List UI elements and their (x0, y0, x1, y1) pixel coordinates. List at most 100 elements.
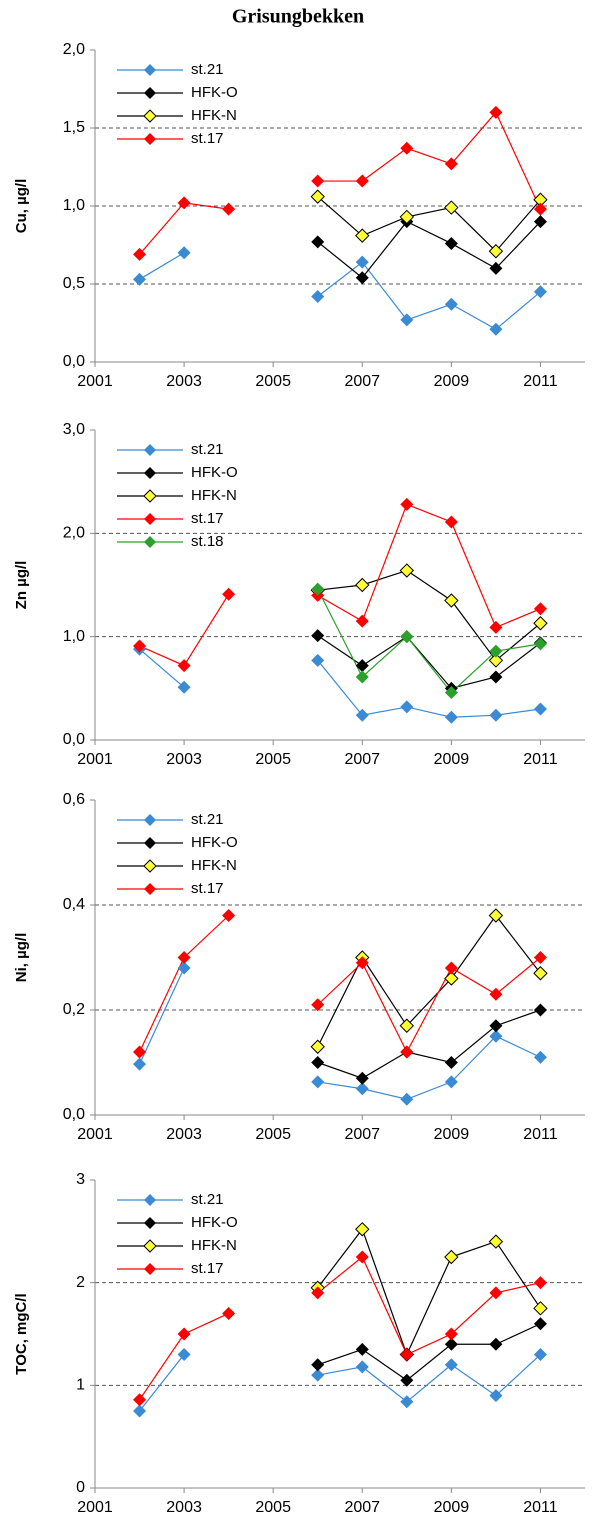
data-point (489, 322, 503, 336)
data-point (444, 1327, 458, 1341)
data-point (311, 629, 325, 643)
data-point (311, 653, 325, 667)
data-point (444, 236, 458, 250)
data-point (222, 587, 236, 601)
data-point (444, 1056, 458, 1069)
x-tick-label: 2007 (344, 1499, 380, 1516)
legend-marker (144, 814, 156, 826)
series-line (139, 1256, 541, 1401)
data-point (533, 1276, 547, 1290)
y-tick-label: 3 (76, 1171, 85, 1188)
x-tick-label: 2003 (166, 1499, 202, 1516)
series-line (139, 915, 541, 1054)
data-point (399, 1018, 415, 1033)
data-point (355, 271, 369, 285)
legend-marker (143, 489, 157, 503)
legend-label: HFK-N (191, 1237, 237, 1254)
y-tick-label: 1,0 (63, 628, 85, 645)
data-point (489, 670, 503, 684)
data-point (311, 582, 325, 596)
data-point (355, 577, 370, 593)
data-point (533, 637, 547, 651)
y-axis-label: Cu, µg/l (13, 179, 30, 233)
panel: TOC, mgC/l 0 1 2 3 2001 2003 2005 2007 2009 2011 st… (13, 1171, 585, 1516)
data-point (355, 174, 369, 188)
legend-label: st.21 (191, 811, 224, 828)
legend-marker (144, 536, 156, 548)
data-point (222, 202, 236, 216)
data-point (444, 1075, 458, 1089)
data-point (489, 1019, 503, 1033)
data-point (444, 1249, 459, 1265)
x-tick-label: 2005 (255, 751, 291, 768)
legend-label: HFK-N (191, 487, 237, 504)
data-point (355, 1222, 370, 1237)
legend-label: st.17 (191, 1260, 224, 1277)
data-point (489, 261, 503, 275)
data-point (133, 1057, 147, 1071)
panel: Ni, µg/l 0,0 0,2 0,4 0,6 2001 2003 2005 2007 2009… (13, 791, 585, 1143)
data-point (133, 247, 147, 261)
data-point (399, 563, 415, 578)
legend-label: HFK-N (191, 107, 237, 124)
data-point (222, 1306, 236, 1320)
data-point (355, 708, 369, 722)
data-point (533, 1050, 547, 1064)
x-tick-label: 2007 (344, 751, 380, 768)
data-point (400, 630, 414, 644)
x-tick-label: 2003 (166, 751, 202, 768)
data-point (444, 297, 458, 311)
series-line (317, 220, 541, 279)
y-tick-label: 0,0 (63, 353, 85, 370)
legend-label: st.17 (191, 880, 224, 897)
data-point (355, 1071, 369, 1085)
y-tick-label: 1,5 (63, 119, 85, 136)
y-axis-label: Zn µg/l (13, 561, 30, 610)
x-tick-label: 2001 (77, 1126, 113, 1143)
data-point (533, 1003, 547, 1017)
data-point (177, 1348, 191, 1362)
y-tick-label: 1 (76, 1377, 85, 1394)
data-point (400, 1092, 414, 1106)
y-tick-label: 3,0 (63, 421, 85, 438)
data-point (533, 602, 547, 616)
data-point (444, 961, 458, 975)
data-point (400, 1395, 414, 1409)
data-point (355, 956, 369, 970)
x-tick-label: 2009 (434, 1126, 470, 1143)
y-tick-label: 0,0 (63, 731, 85, 748)
series-line (317, 635, 541, 690)
x-tick-label: 2003 (166, 373, 202, 390)
data-point (355, 670, 369, 684)
data-point (489, 620, 503, 634)
data-point (355, 228, 370, 243)
data-point (444, 1358, 458, 1372)
y-axis-label: Ni, µg/l (13, 933, 30, 982)
data-point (311, 235, 325, 249)
legend-label: HFK-O (191, 1214, 238, 1231)
data-point (489, 1389, 503, 1403)
x-tick-label: 2005 (255, 1126, 291, 1143)
data-point (400, 700, 414, 714)
x-tick-label: 2003 (166, 1126, 202, 1143)
legend-label: st.21 (191, 61, 224, 78)
x-tick-label: 2001 (77, 1499, 113, 1516)
data-point (533, 702, 547, 716)
data-point (533, 616, 548, 631)
data-point (311, 174, 325, 188)
legend-marker (144, 1217, 156, 1229)
x-tick-label: 2007 (344, 1126, 380, 1143)
series-line (317, 569, 541, 662)
data-point (311, 1368, 325, 1382)
y-axis-label: TOC, mgC/l (13, 1293, 30, 1374)
data-point (311, 1075, 325, 1089)
data-point (533, 1348, 547, 1362)
x-tick-label: 2001 (77, 751, 113, 768)
data-point (355, 1250, 369, 1264)
data-point (133, 1393, 147, 1407)
series-line (139, 252, 541, 330)
x-tick-label: 2009 (434, 1499, 470, 1516)
legend-label: st.21 (191, 441, 224, 458)
data-point (444, 157, 458, 171)
